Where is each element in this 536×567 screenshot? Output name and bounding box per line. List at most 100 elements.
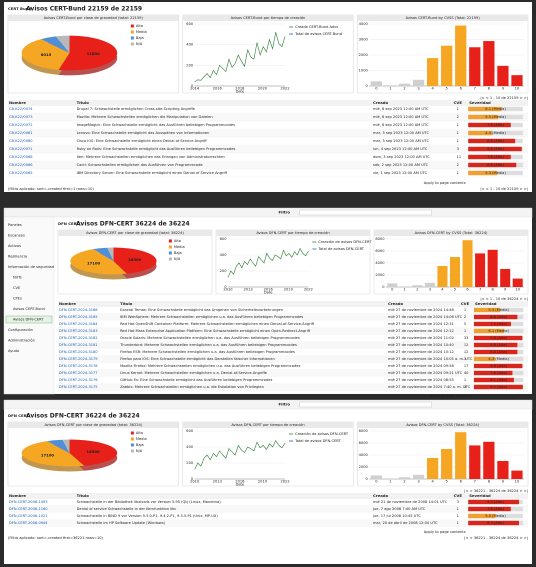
severity-label: 5.5 (Media): [485, 115, 506, 119]
chart-title: Avisos DFN-CERT by CVSS (Total: 36224): [415, 231, 488, 235]
chart-header: [357, 422, 528, 428]
advisory-name[interactable]: DFN-CERT-2024-3179: [59, 357, 98, 361]
advisory-name[interactable]: CB-K22/0066: [9, 163, 33, 167]
bar: [398, 477, 411, 479]
menu-item[interactable]: Escaneos: [8, 234, 25, 238]
advisory-name[interactable]: CB-K22/0081: [9, 131, 33, 135]
severity-label: 8.8 (Alta): [490, 315, 507, 319]
x-tick-label: 2020: [258, 87, 268, 91]
column-header: Creado: [388, 301, 404, 306]
advisory-name[interactable]: DFN-CERT-2008-0944: [9, 521, 48, 525]
bar: [497, 461, 509, 479]
advisory-name[interactable]: CB-K22/0073: [9, 115, 33, 119]
advisory-name[interactable]: DFN-CERT-2024-3181: [59, 343, 98, 347]
menu-item[interactable]: Avisos DFN-CERT: [13, 318, 44, 322]
advisory-name[interactable]: CB-K22/0074: [9, 107, 33, 111]
menu-item[interactable]: NVTs: [13, 276, 22, 280]
cve-count: 3: [457, 500, 459, 504]
pie-slice: [107, 247, 114, 261]
advisory-name[interactable]: DFN-CERT-2024-3184: [59, 322, 98, 326]
menu-item[interactable]: Administración: [8, 339, 35, 343]
filter-input[interactable]: [299, 401, 432, 408]
created: mié 21 de noviembre de 2008 14:01 UTC: [373, 500, 448, 504]
advisory-name[interactable]: DFN-CERT-2024-3180: [59, 350, 98, 354]
apply-label[interactable]: Apply to page contents: [424, 530, 466, 534]
pagination-bottom[interactable]: |< < 1 - 10 de 22159 > >|: [480, 187, 528, 191]
legend-swatch: [130, 36, 134, 40]
menu-item[interactable]: CVE: [13, 286, 21, 290]
advisory-name[interactable]: CB-K22/0080: [9, 139, 33, 143]
y-tick-label: 400: [220, 253, 228, 257]
logo: DFN CERT: [58, 221, 79, 226]
menu-item[interactable]: CPEs: [13, 297, 22, 301]
bar: [412, 79, 425, 86]
y-tick-label: 8000: [359, 429, 369, 433]
menu-item[interactable]: Avisos CERT-Bund: [13, 307, 45, 311]
y-tick-label: 0: [224, 285, 227, 289]
advisory-title: Schwachstelle in der Bibliothek libxlsxd…: [77, 500, 222, 504]
advisory-name[interactable]: DFN-CERT-2008-1493: [9, 500, 48, 504]
footnote: (Filtro aplicado: sort=-created first=36…: [8, 536, 104, 540]
cve-count: 1: [457, 131, 459, 135]
advisory-title: Firefox para iOS: Eine Schwachstelle erm…: [120, 357, 275, 361]
advisory-name[interactable]: CB-K22/0068: [9, 155, 33, 159]
advisory-name[interactable]: DFN-CERT-2024-3176: [59, 378, 98, 382]
top-bar: [3, 399, 533, 410]
advisory-name[interactable]: DFN-CERT-2024-3185: [59, 315, 98, 319]
chart-title: Avisos CERT-Bund por clase de gravedad (…: [44, 16, 144, 20]
x-tick-label: 2016: [213, 87, 223, 91]
row-bg: [8, 505, 528, 513]
advisory-name[interactable]: CB-K22/0072: [9, 123, 33, 127]
menu-item[interactable]: Información de seguridad: [8, 265, 54, 269]
x-tick-label: 2010: [190, 480, 200, 484]
advisory-name[interactable]: DFN-CERT-2008-1160: [9, 507, 48, 511]
pagination[interactable]: |< < 36221 - 36224 de 36224 > >|: [464, 489, 528, 493]
advisory-name[interactable]: CB-K22/0071: [9, 147, 33, 151]
legend-swatch: [130, 449, 134, 453]
menu-item[interactable]: Ayuda: [8, 349, 19, 353]
severity-bar: [473, 377, 514, 383]
apply-label[interactable]: Apply to page contents: [430, 394, 472, 398]
x-axis-label: Date: [236, 483, 245, 487]
bar: [469, 445, 481, 479]
x-tick-label: 9: [502, 480, 505, 484]
x-tick-label: 2013: [213, 480, 222, 484]
bar: [462, 240, 473, 287]
severity-bar: [473, 384, 523, 390]
filter-input[interactable]: [299, 209, 432, 216]
advisory-name[interactable]: DFN-CERT-2024-3183: [59, 329, 98, 333]
menu-item[interactable]: Resiliencia: [8, 255, 27, 259]
advisory-title: Red Hat Mass Enterprise Application Plat…: [120, 329, 311, 333]
advisory-name[interactable]: DFN-CERT-2024-3186: [59, 308, 98, 312]
advisory-name[interactable]: DFN-CERT-2008-1021: [9, 514, 48, 518]
pagination[interactable]: |< < 1 - 10 de 36224 > >|: [480, 297, 528, 301]
advisory-name[interactable]: CB-K22/0065: [9, 171, 33, 175]
severity-label: 9.8 (Alta): [490, 364, 507, 368]
legend-label: Media: [136, 437, 147, 441]
menu-item[interactable]: Paneles: [8, 223, 22, 227]
column-header: Severidad: [469, 100, 491, 105]
severity-label: 8.1 (Alta): [490, 378, 507, 382]
menu-item[interactable]: Configuración: [8, 328, 33, 332]
menu-item[interactable]: Activos: [8, 244, 21, 248]
advisory-name[interactable]: DFN-CERT-2024-3182: [59, 336, 98, 340]
y-tick-label: 600: [220, 237, 228, 241]
severity-bar: [473, 370, 513, 376]
created: mié 27 de noviembre de 2024 11:02: [388, 336, 454, 340]
bar: [441, 449, 453, 479]
filter-label: Filtro: [279, 402, 291, 407]
apply-label[interactable]: Apply to page contents: [424, 181, 466, 185]
advisory-name[interactable]: DFN-CERT-2024-3178: [59, 364, 98, 368]
advisory-name[interactable]: DFN-CERT-2024-3177: [59, 371, 98, 375]
pagination-bottom[interactable]: |< < 36221 - 36224 de 36224 > >|: [464, 536, 528, 540]
pagination[interactable]: |< < 1 - 10 de 22159 > >|: [480, 96, 528, 100]
severity-bar: [473, 349, 518, 355]
y-tick-label: 1000: [359, 69, 369, 73]
row-bg: [58, 369, 528, 377]
severity-label: 9.8 (Alta): [490, 336, 507, 340]
advisory-title: Thunderbird: Mehrere Schwachstellen ermö…: [119, 343, 297, 347]
x-tick-label: 4: [431, 480, 434, 484]
x-tick-label: 1: [389, 87, 391, 91]
y-tick-label: 400: [186, 43, 194, 47]
advisory-name[interactable]: DFN-CERT-2024-3175: [59, 385, 98, 389]
